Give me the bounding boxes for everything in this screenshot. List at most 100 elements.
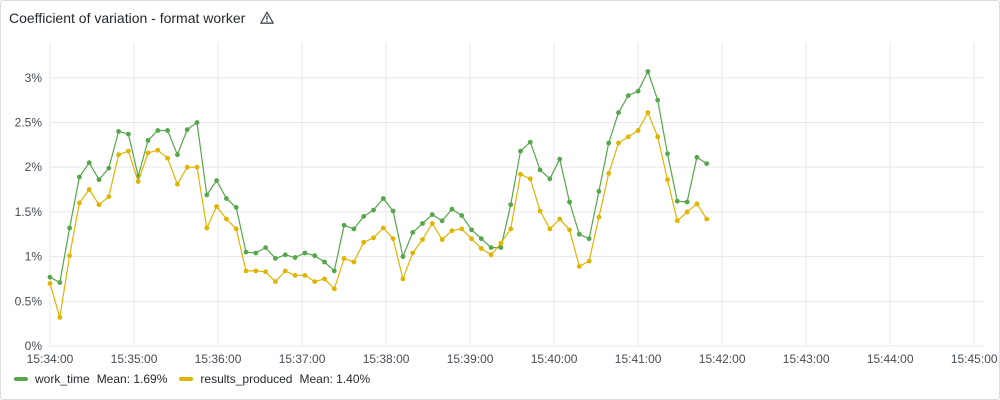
data-point-work-time[interactable] bbox=[263, 245, 268, 251]
data-point-work-time[interactable] bbox=[155, 128, 161, 133]
data-point-work-time[interactable] bbox=[665, 151, 670, 157]
data-point-results-produced[interactable] bbox=[478, 246, 484, 251]
data-point-work-time[interactable] bbox=[576, 231, 582, 237]
data-point-work-time[interactable] bbox=[586, 236, 592, 242]
data-point-results-produced[interactable] bbox=[165, 155, 171, 161]
data-point-results-produced[interactable] bbox=[96, 202, 102, 208]
data-point-results-produced[interactable] bbox=[694, 201, 700, 207]
data-point-results-produced[interactable] bbox=[57, 315, 63, 320]
data-point-results-produced[interactable] bbox=[498, 240, 504, 246]
data-point-work-time[interactable] bbox=[469, 227, 474, 233]
data-point-results-produced[interactable] bbox=[116, 152, 121, 158]
data-point-work-time[interactable] bbox=[420, 221, 425, 226]
data-point-work-time[interactable] bbox=[498, 245, 504, 251]
legend-item-work-time[interactable]: work_time Mean: 1.69% bbox=[14, 372, 167, 386]
data-point-results-produced[interactable] bbox=[194, 164, 200, 170]
data-point-results-produced[interactable] bbox=[233, 226, 239, 232]
data-point-results-produced[interactable] bbox=[47, 281, 53, 286]
data-point-work-time[interactable] bbox=[684, 199, 690, 205]
data-point-work-time[interactable] bbox=[194, 120, 200, 125]
data-point-work-time[interactable] bbox=[116, 129, 121, 134]
data-point-results-produced[interactable] bbox=[273, 279, 278, 284]
data-point-work-time[interactable] bbox=[312, 253, 318, 259]
data-point-work-time[interactable] bbox=[86, 160, 92, 166]
data-point-work-time[interactable] bbox=[625, 93, 631, 98]
data-point-work-time[interactable] bbox=[645, 69, 651, 74]
data-point-results-produced[interactable] bbox=[596, 214, 602, 220]
data-point-work-time[interactable] bbox=[184, 127, 190, 132]
data-point-results-produced[interactable] bbox=[674, 218, 680, 224]
data-point-results-produced[interactable] bbox=[508, 226, 514, 232]
data-point-work-time[interactable] bbox=[478, 236, 484, 242]
data-point-work-time[interactable] bbox=[380, 196, 386, 201]
data-point-results-produced[interactable] bbox=[537, 208, 543, 214]
data-point-results-produced[interactable] bbox=[380, 225, 386, 231]
data-point-results-produced[interactable] bbox=[400, 276, 406, 282]
data-point-results-produced[interactable] bbox=[204, 225, 210, 231]
data-point-results-produced[interactable] bbox=[341, 256, 347, 261]
data-point-work-time[interactable] bbox=[331, 268, 337, 274]
data-point-results-produced[interactable] bbox=[125, 148, 131, 154]
data-point-results-produced[interactable] bbox=[214, 204, 220, 209]
data-point-work-time[interactable] bbox=[125, 131, 131, 137]
data-point-results-produced[interactable] bbox=[351, 259, 357, 265]
data-point-work-time[interactable] bbox=[253, 250, 259, 256]
legend-item-results-produced[interactable]: results_produced Mean: 1.40% bbox=[179, 372, 370, 386]
data-point-results-produced[interactable] bbox=[655, 134, 661, 140]
data-point-work-time[interactable] bbox=[537, 167, 543, 173]
data-point-work-time[interactable] bbox=[635, 88, 641, 94]
data-point-work-time[interactable] bbox=[77, 174, 82, 180]
data-point-results-produced[interactable] bbox=[567, 227, 572, 233]
data-point-results-produced[interactable] bbox=[263, 269, 268, 275]
data-point-results-produced[interactable] bbox=[439, 237, 445, 243]
data-point-results-produced[interactable] bbox=[606, 171, 612, 176]
data-point-work-time[interactable] bbox=[527, 139, 533, 145]
data-point-results-produced[interactable] bbox=[67, 253, 72, 259]
data-point-work-time[interactable] bbox=[518, 148, 523, 154]
data-point-results-produced[interactable] bbox=[243, 268, 249, 274]
data-point-work-time[interactable] bbox=[704, 161, 710, 167]
data-point-work-time[interactable] bbox=[616, 110, 621, 115]
panel-title[interactable]: Coefficient of variation - format worker bbox=[9, 10, 246, 26]
data-point-results-produced[interactable] bbox=[322, 276, 327, 282]
data-point-results-produced[interactable] bbox=[557, 216, 563, 222]
data-point-work-time[interactable] bbox=[390, 208, 396, 214]
data-point-results-produced[interactable] bbox=[704, 216, 710, 222]
data-point-work-time[interactable] bbox=[341, 222, 347, 228]
data-point-work-time[interactable] bbox=[243, 249, 249, 255]
data-point-work-time[interactable] bbox=[488, 245, 494, 251]
data-point-work-time[interactable] bbox=[410, 230, 416, 235]
data-point-results-produced[interactable] bbox=[312, 279, 318, 284]
data-point-work-time[interactable] bbox=[322, 259, 327, 265]
data-point-results-produced[interactable] bbox=[106, 194, 112, 200]
data-point-work-time[interactable] bbox=[606, 140, 612, 146]
data-point-results-produced[interactable] bbox=[155, 147, 161, 153]
data-point-results-produced[interactable] bbox=[625, 134, 631, 140]
data-point-results-produced[interactable] bbox=[224, 216, 229, 222]
data-point-work-time[interactable] bbox=[439, 218, 445, 224]
data-point-results-produced[interactable] bbox=[253, 268, 259, 274]
data-point-work-time[interactable] bbox=[694, 154, 700, 160]
data-point-work-time[interactable] bbox=[508, 202, 514, 208]
data-point-results-produced[interactable] bbox=[410, 250, 416, 256]
data-point-results-produced[interactable] bbox=[390, 236, 396, 242]
data-point-results-produced[interactable] bbox=[635, 128, 641, 133]
data-point-work-time[interactable] bbox=[57, 280, 63, 285]
data-point-results-produced[interactable] bbox=[665, 177, 670, 183]
data-point-work-time[interactable] bbox=[351, 226, 357, 232]
data-point-results-produced[interactable] bbox=[420, 237, 425, 243]
data-point-results-produced[interactable] bbox=[135, 179, 141, 184]
data-point-work-time[interactable] bbox=[145, 138, 151, 143]
warning-triangle-icon[interactable] bbox=[259, 10, 275, 26]
data-point-results-produced[interactable] bbox=[145, 150, 151, 156]
data-point-results-produced[interactable] bbox=[371, 235, 376, 241]
data-point-work-time[interactable] bbox=[674, 198, 680, 204]
data-point-results-produced[interactable] bbox=[684, 209, 690, 215]
data-point-results-produced[interactable] bbox=[527, 176, 533, 182]
data-point-work-time[interactable] bbox=[282, 252, 288, 258]
data-point-work-time[interactable] bbox=[165, 128, 171, 133]
data-point-results-produced[interactable] bbox=[77, 200, 82, 206]
data-point-results-produced[interactable] bbox=[586, 258, 592, 264]
data-point-work-time[interactable] bbox=[557, 156, 563, 162]
data-point-results-produced[interactable] bbox=[184, 164, 190, 170]
